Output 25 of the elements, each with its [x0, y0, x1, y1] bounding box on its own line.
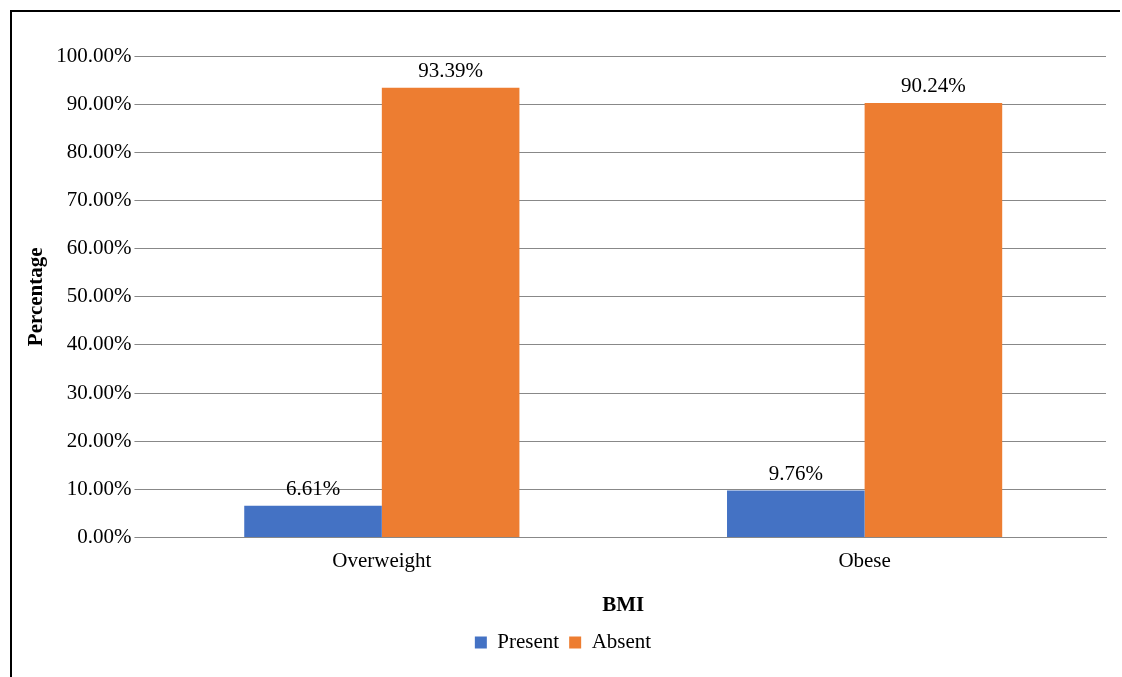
y-tick-label: 100.00%	[56, 42, 132, 67]
y-tick-label: 40.00%	[66, 331, 132, 356]
y-tick-label: 20.00%	[66, 427, 132, 452]
data-label: 90.24%	[901, 73, 966, 98]
bar	[381, 87, 520, 538]
legend-label: Present	[497, 629, 560, 654]
x-tick-label: Obese	[838, 547, 891, 572]
bar	[864, 103, 1003, 538]
bar	[727, 490, 865, 538]
y-tick-label: 50.00%	[66, 283, 132, 308]
y-tick-label: 0.00%	[77, 524, 132, 549]
y-tick-label: 70.00%	[66, 187, 132, 211]
x-tick-label: Overweight	[332, 547, 432, 572]
y-tick-label: 90.00%	[66, 90, 132, 115]
y-tick-label: 10.00%	[66, 475, 132, 500]
data-label: 9.76%	[768, 460, 823, 485]
y-tick-label: 30.00%	[66, 379, 132, 404]
y-tick-label: 60.00%	[66, 235, 132, 260]
x-axis-title: BMI	[602, 591, 645, 616]
legend-label: Absent	[591, 629, 652, 654]
bar	[244, 505, 382, 538]
data-label: 6.61%	[285, 475, 341, 500]
y-tick-label: 80.00%	[66, 138, 132, 163]
y-axis-title: Percentage	[23, 247, 48, 347]
data-label: 93.39%	[418, 57, 483, 82]
